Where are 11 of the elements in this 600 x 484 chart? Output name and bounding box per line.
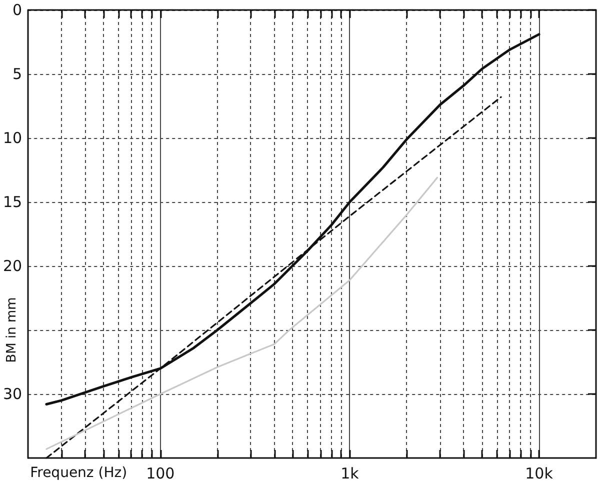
y-tick-label: 0 [12, 1, 22, 19]
x-tick-label: 1k [340, 464, 360, 482]
x-tick-label: 10k [525, 464, 554, 482]
y-tick-label: 15 [2, 193, 22, 211]
y-tick-label: 5 [12, 65, 22, 83]
x-axis-title: Frequenz (Hz) [30, 465, 128, 481]
y-tick-label: 20 [2, 257, 22, 275]
y-tick-label: 10 [2, 129, 22, 147]
y-tick-label: 30 [2, 385, 22, 403]
x-tick-label: 100 [146, 464, 175, 482]
y-axis-title: BM in mm [4, 297, 20, 363]
